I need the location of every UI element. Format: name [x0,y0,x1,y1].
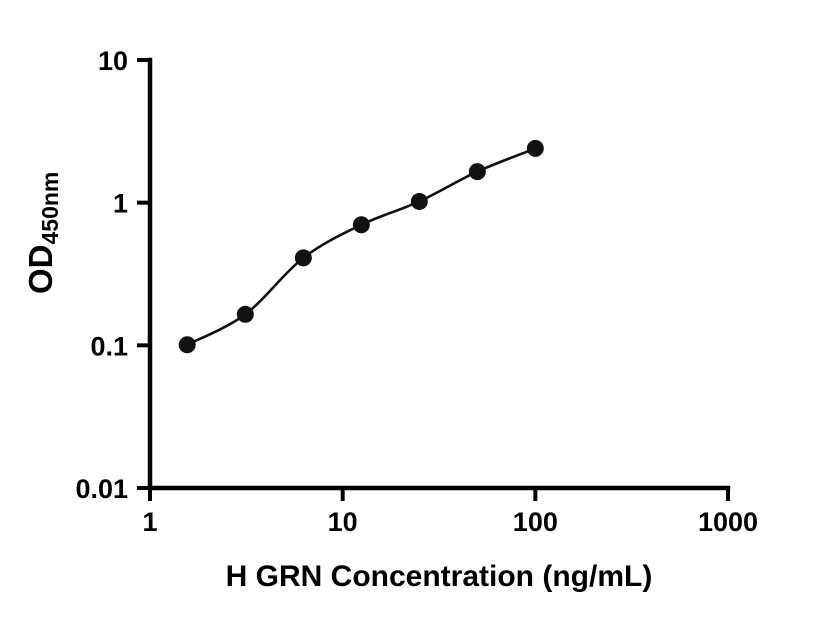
data-point-marker [236,305,254,323]
x-axis-tick-label: 10 [328,507,358,537]
x-axis-tick-label: 1 [142,507,157,537]
data-point-marker [294,249,312,267]
y-axis-tick-label: 1 [113,189,128,219]
y-axis-title-main: OD [22,244,59,295]
y-axis-tick-label: 0.01 [75,474,128,504]
data-point-marker [352,216,370,234]
data-point-marker [468,163,486,181]
data-point-marker [178,336,196,354]
x-axis-tick-label: 100 [513,507,558,537]
x-axis-tick-label: 1000 [698,507,758,537]
data-point-marker [526,139,544,157]
y-axis-title: OD450nm [22,172,63,295]
y-axis-tick-label: 10 [98,46,128,76]
y-axis-tick-label: 0.1 [90,331,128,361]
x-axis-title: H GRN Concentration (ng/mL) [225,560,653,593]
y-axis-title-subscript: 450nm [37,171,63,245]
data-point-marker [410,192,428,210]
